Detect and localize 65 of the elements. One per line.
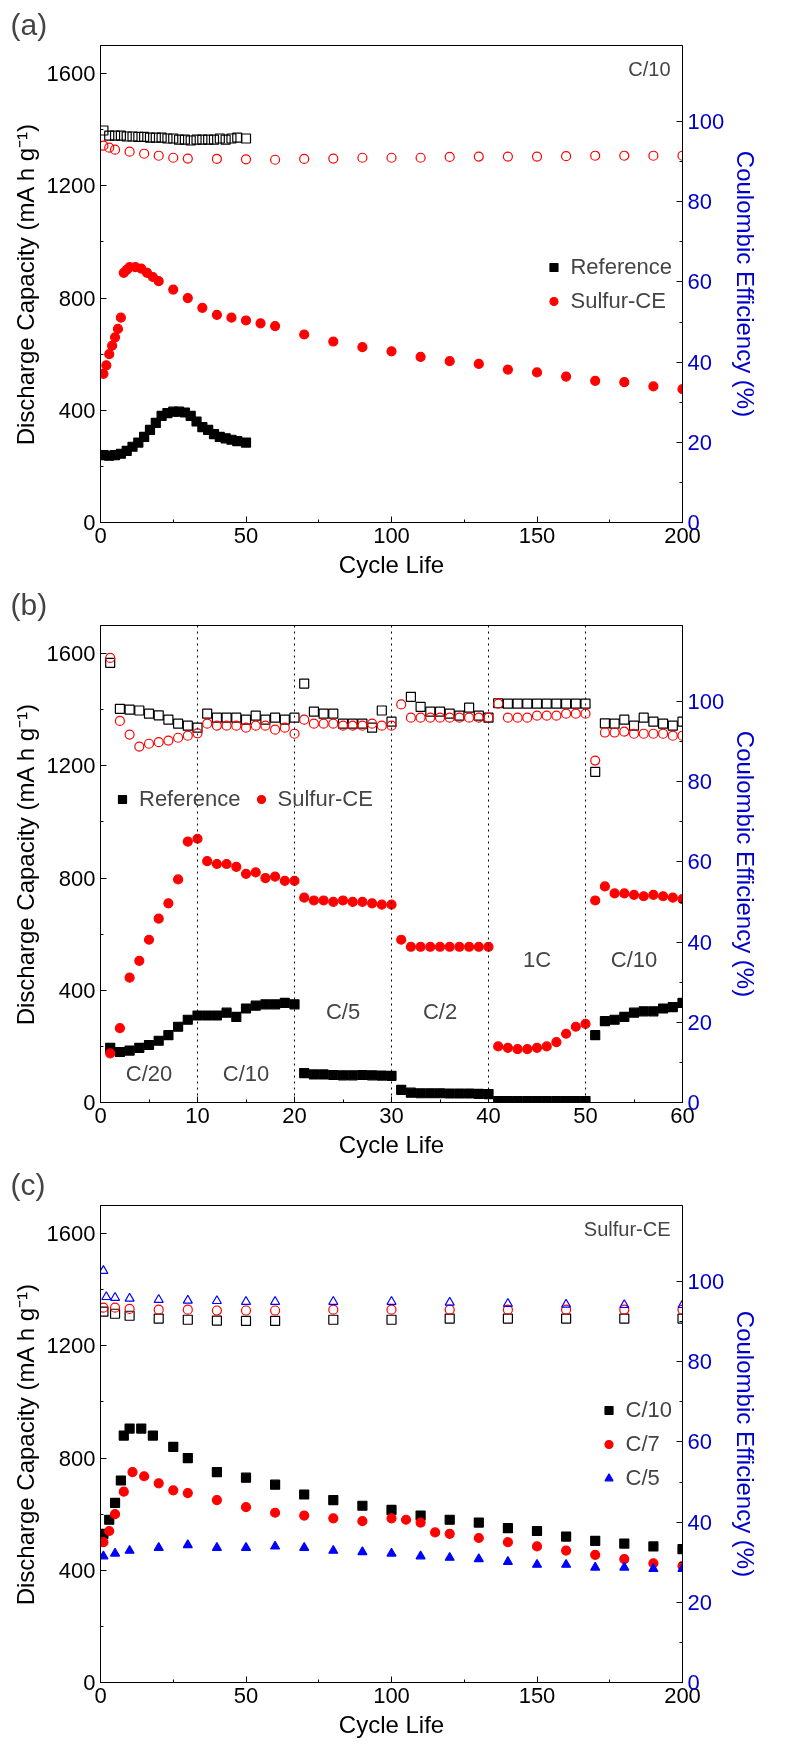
legend-label: C/5	[625, 1464, 660, 1491]
y-tick-label: 1200	[46, 753, 96, 779]
y-tick-label: 1600	[46, 641, 96, 667]
chart-title: (b)	[10, 587, 48, 621]
annotation: Sulfur-CE	[583, 1217, 671, 1240]
y-tick-label: 1200	[46, 1333, 96, 1359]
annotation: C/10	[628, 57, 671, 80]
y2-tick-label: 20	[687, 1009, 712, 1035]
y2-axis-title: Coulombic Efficiency (%)	[732, 1310, 760, 1578]
y2-tick-label: 20	[687, 1589, 712, 1615]
legend-label: Reference	[570, 253, 672, 280]
legend-label: C/7	[625, 1430, 660, 1457]
y-tick-label: 800	[58, 1445, 96, 1471]
y2-axis-title: Coulombic Efficiency (%)	[732, 150, 760, 418]
y2-tick-label: 60	[687, 269, 712, 295]
y-tick-label: 400	[58, 977, 96, 1003]
y2-tick-label: 100	[687, 1269, 725, 1295]
x-axis-title: Cycle Life	[338, 550, 445, 578]
y2-tick-label: 40	[687, 1509, 712, 1535]
annotation: C/10	[610, 946, 658, 972]
x-axis-title: Cycle Life	[338, 1130, 445, 1158]
y-tick-label: 1600	[46, 1221, 96, 1247]
y-tick-label: 1600	[46, 61, 96, 87]
legend-label: Sulfur-CE	[277, 786, 373, 812]
x-tick-label: 40	[476, 1102, 501, 1128]
y2-tick-label: 80	[687, 769, 712, 795]
y-tick-label: 400	[58, 397, 96, 423]
x-axis-title: Cycle Life	[338, 1710, 445, 1738]
annotation: 1C	[522, 946, 552, 972]
annotation: C/2	[422, 999, 458, 1025]
y2-tick-label: 80	[687, 189, 712, 215]
y2-axis-title: Coulombic Efficiency (%)	[732, 730, 760, 998]
annotation: C/5	[325, 999, 361, 1025]
annotation: C/20	[125, 1061, 173, 1087]
y-tick-label: 800	[58, 285, 96, 311]
y2-tick-label: 60	[687, 1429, 712, 1455]
y2-tick-label: 80	[687, 1349, 712, 1375]
x-tick-label: 30	[379, 1102, 404, 1128]
chart-title: (a)	[10, 7, 48, 41]
y2-tick-label: 20	[687, 429, 712, 455]
x-tick-label: 100	[373, 522, 410, 548]
y2-tick-label: 60	[687, 849, 712, 875]
y-tick-label: 800	[58, 865, 96, 891]
y2-tick-label: 100	[687, 689, 725, 715]
annotation: C/10	[222, 1061, 270, 1087]
x-tick-label: 150	[518, 522, 556, 548]
x-tick-label: 20	[282, 1102, 307, 1128]
x-tick-label: 150	[518, 1682, 556, 1708]
x-tick-label: 50	[233, 1682, 259, 1708]
x-tick-label: 100	[373, 1682, 410, 1708]
y-tick-label: 1200	[46, 173, 96, 199]
legend-label: Sulfur-CE	[570, 287, 666, 314]
y2-tick-label: 40	[687, 929, 712, 955]
y2-tick-label: 40	[687, 349, 712, 375]
x-tick-label: 10	[185, 1102, 210, 1128]
chart-title: (c)	[10, 1167, 46, 1201]
y-axis-title: Discharge Capacity (mA h g⁻¹)	[11, 703, 39, 1026]
legend-label: C/10	[625, 1396, 672, 1423]
y-axis-title: Discharge Capacity (mA h g⁻¹)	[11, 1283, 39, 1606]
y-tick-label: 400	[58, 1557, 96, 1583]
y2-tick-label: 100	[687, 109, 725, 135]
x-tick-label: 50	[233, 522, 259, 548]
y-axis-title: Discharge Capacity (mA h g⁻¹)	[11, 123, 39, 446]
legend-label: Reference	[139, 786, 241, 812]
x-tick-label: 50	[573, 1102, 598, 1128]
